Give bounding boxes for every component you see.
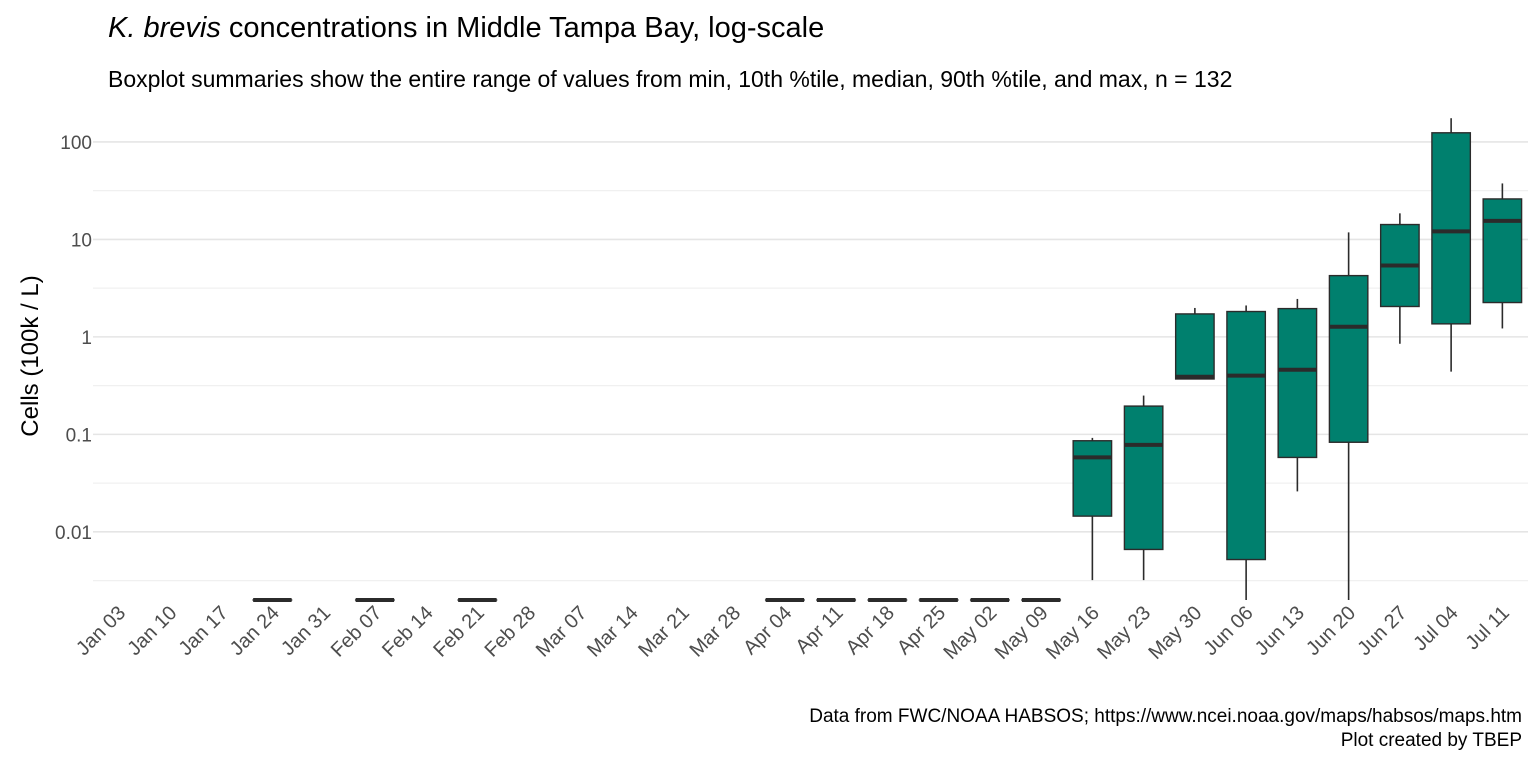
x-tick-label: May 23 [1093,602,1155,664]
y-tick-label: 0.1 [66,425,92,446]
x-tick-label: May 16 [1042,602,1104,664]
x-tick-label: Apr 11 [791,602,847,658]
y-axis-title: Cells (100k / L) [17,275,44,436]
x-tick-label: Mar 21 [634,602,694,662]
caption-source: Data from FWC/NOAA HABSOS; https://www.n… [809,706,1522,727]
y-tick-label: 100 [60,133,92,154]
x-tick-label: Jul 11 [1462,602,1514,654]
box-may-30 [1174,307,1215,380]
x-tick-label: Jan 03 [72,602,130,660]
chart-title-rest: concentrations in Middle Tampa Bay, log-… [220,12,825,44]
x-tick-label: Mar 07 [532,602,592,662]
boxes [252,118,1523,602]
x-tick-label: Apr 18 [842,602,899,659]
x-tick-label: May 02 [939,602,1001,664]
box-jul-11 [1482,183,1523,329]
box-body [1174,313,1215,380]
x-tick-label: Mar 14 [583,602,643,662]
y-axis: 0.01 0.1 1 10 100 Cells (100k / L) [17,133,92,544]
x-tick-label: Feb 14 [378,602,438,662]
box-jul-04 [1431,118,1472,372]
box-may-16 [1072,437,1113,581]
x-tick-label: Feb 28 [481,602,541,662]
box-jun-27 [1379,213,1420,344]
box-jun-06 [1226,305,1267,600]
y-tick-label: 1 [81,328,92,349]
grid-lines [93,141,1528,582]
box-body [1431,132,1472,325]
box-body [1123,405,1164,551]
x-tick-label: May 09 [991,602,1053,664]
x-tick-label: Jun 13 [1251,602,1309,660]
box-jun-13 [1277,298,1318,492]
box-body [1277,307,1318,459]
x-tick-label: Jun 20 [1302,602,1360,660]
x-tick-label: Feb 21 [429,602,489,662]
x-tick-label: Mar 28 [686,602,746,662]
caption-credit: Plot created by TBEP [1340,730,1522,751]
x-tick-label: May 30 [1144,602,1206,664]
box-body [1482,198,1523,304]
x-tick-label: Jan 17 [175,602,233,660]
x-tick-label: Jun 27 [1353,602,1411,660]
x-tick-label: Feb 07 [327,602,387,662]
x-tick-label: Jan 24 [226,602,284,660]
box-body [1072,440,1113,517]
y-tick-label: 0.01 [55,523,92,544]
box-jun-20 [1328,232,1369,600]
x-tick-label: Apr 04 [739,602,796,659]
box-body [1328,274,1369,443]
box-may-23 [1123,395,1164,581]
y-tick-label: 10 [71,230,92,251]
x-tick-label: Jul 04 [1409,602,1462,655]
x-tick-label: Jun 06 [1200,602,1258,660]
x-tick-label: Jan 10 [123,602,181,660]
chart-title: K. brevis concentrations in Middle Tampa… [108,12,824,45]
chart-title-italic: K. brevis [108,12,221,44]
chart-subtitle: Boxplot summaries show the entire range … [108,66,1233,92]
x-tick-label: Jan 31 [277,602,335,660]
box-body [1226,310,1267,561]
